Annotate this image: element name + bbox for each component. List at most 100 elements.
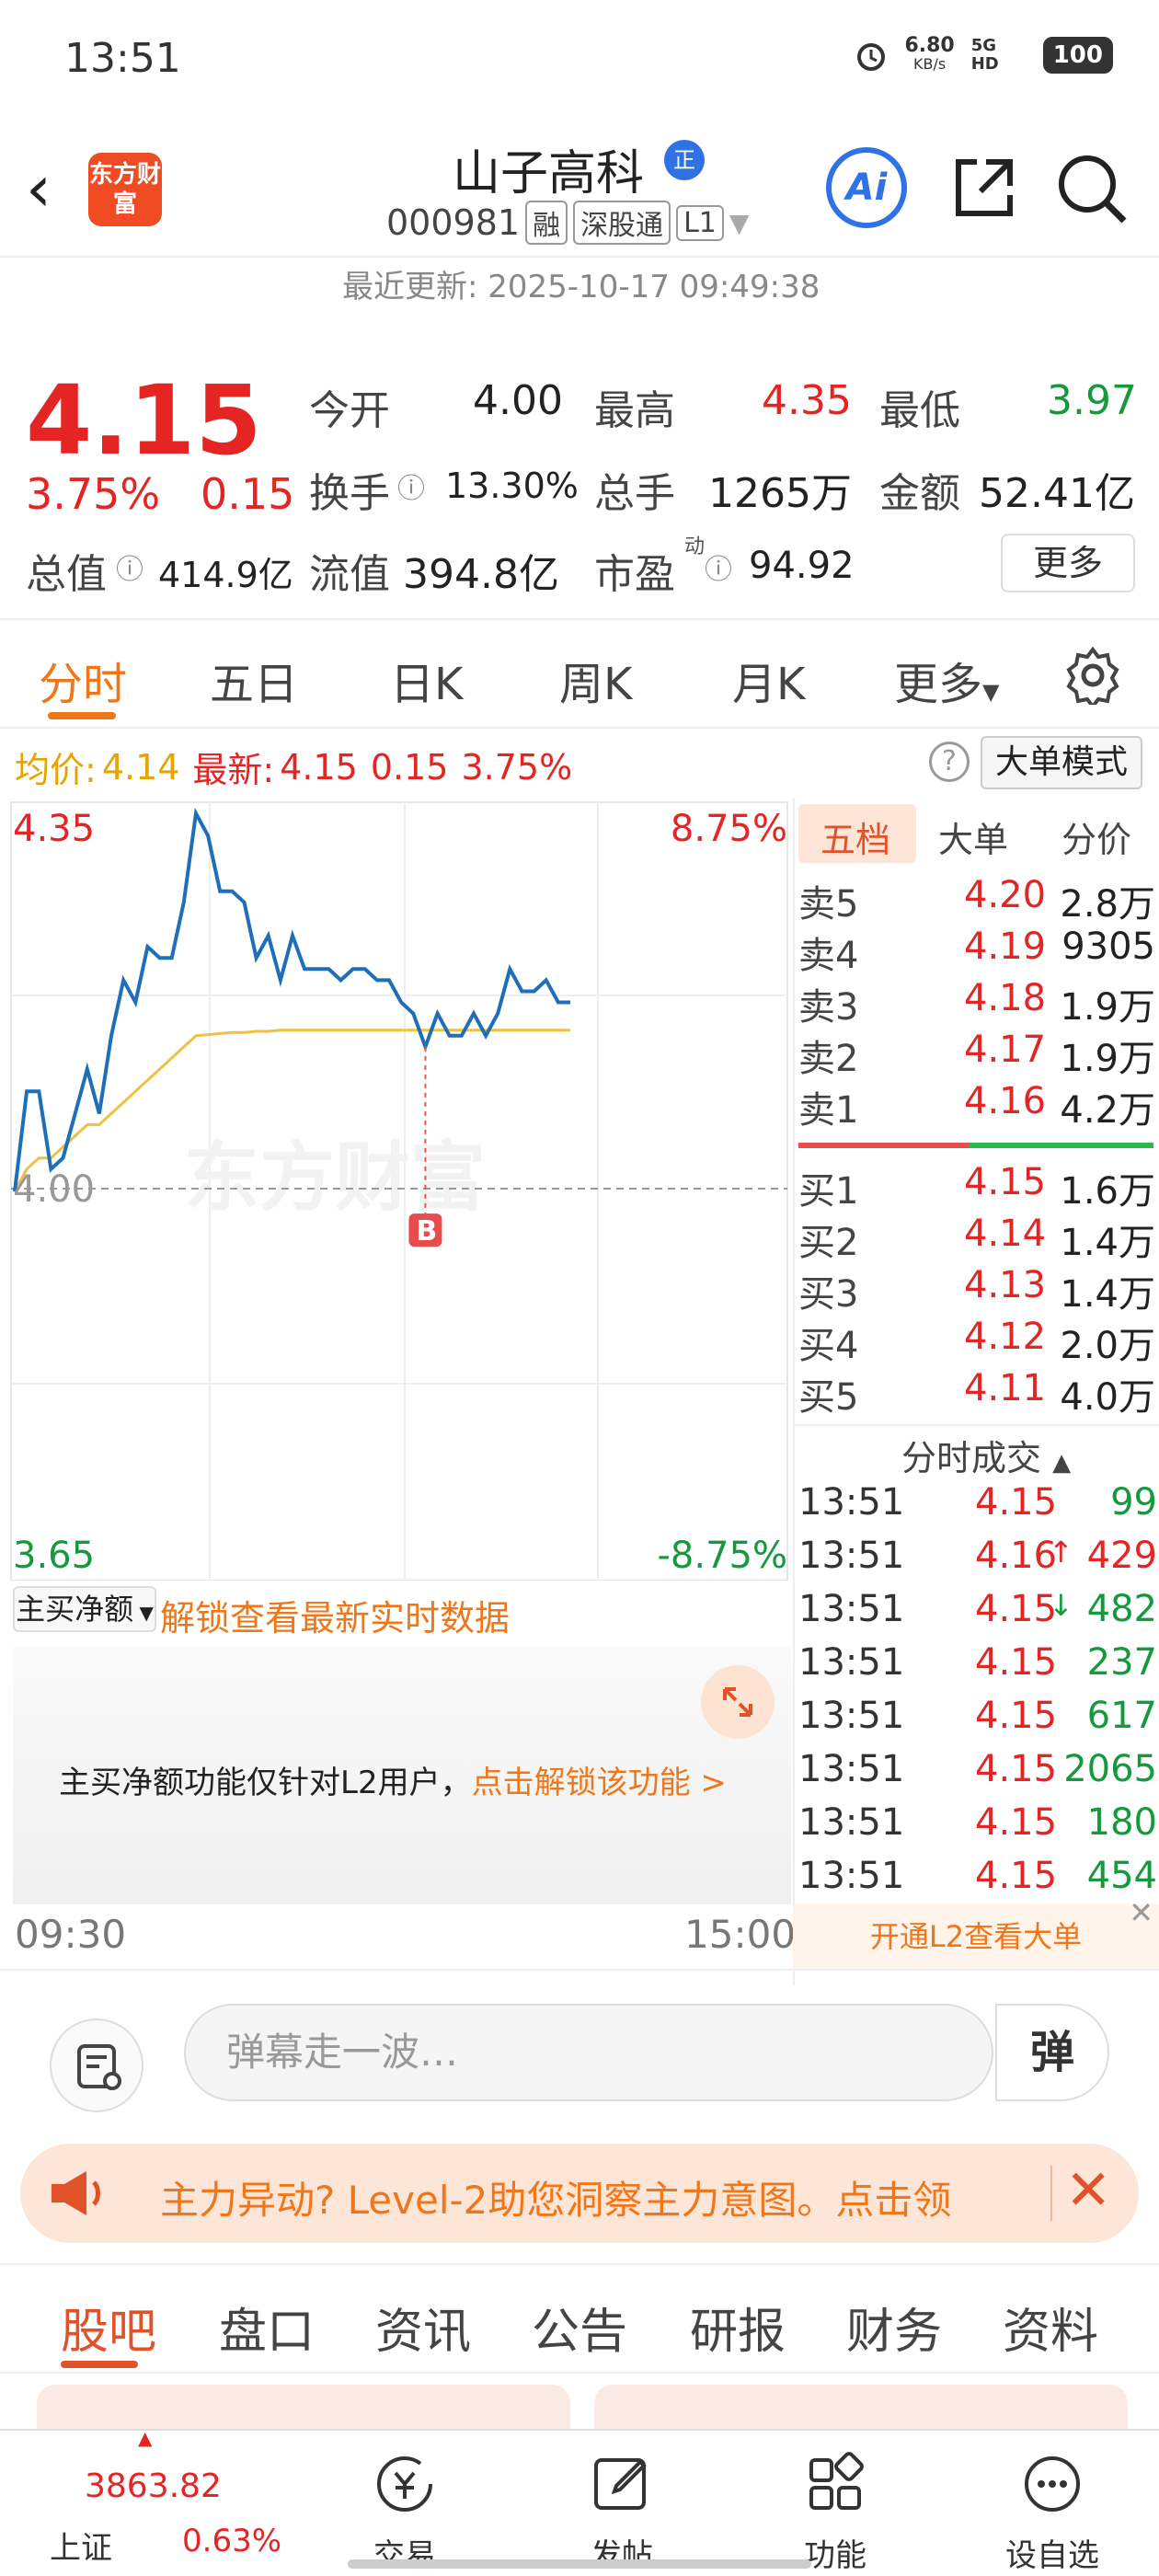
unlock-realtime-link[interactable]: 解锁查看最新实时数据 <box>160 1598 511 1639</box>
level-label: 卖2 <box>798 1038 859 1080</box>
help-icon[interactable]: ? <box>929 742 970 782</box>
latest-change: 0.15 <box>370 746 449 788</box>
tag-margin: 融 <box>525 201 568 245</box>
buy-marker[interactable] <box>408 1213 442 1248</box>
tab-more[interactable]: 更多▼ <box>894 648 999 712</box>
net-buy-selector[interactable]: 主买净额 ▼ <box>13 1586 156 1632</box>
x-start-label: 09:30 <box>15 1912 127 1957</box>
tick-price: 4.15 <box>975 1481 1058 1524</box>
danmaku-settings-icon[interactable] <box>50 2018 143 2112</box>
book-tab-big[interactable]: 大单 <box>938 820 1009 860</box>
index-ticker[interactable]: ▲ 3863.82 上证 0.63% <box>0 2427 281 2576</box>
big-order-mode-button[interactable]: 大单模式 <box>981 736 1142 789</box>
level-label: 买1 <box>798 1170 859 1213</box>
tab-profile[interactable]: 资料 <box>1003 2305 1099 2360</box>
stock-code-row[interactable]: 000981 融 深股通 L1 ▼ <box>386 201 749 245</box>
tab-weekly-k[interactable]: 周K <box>559 659 633 710</box>
tick-volume: 99 <box>1110 1481 1157 1524</box>
tab-five-day[interactable]: 五日 <box>210 659 299 710</box>
tick-time: 13:51 <box>798 1855 905 1897</box>
nav-features[interactable]: 功能 <box>762 2447 909 2575</box>
bottom-nav: ▲ 3863.82 上证 0.63% 交易 发帖 功能 设自选 <box>0 2427 1159 2576</box>
buy-row: 买5 4.11 4.0万 <box>795 1367 1159 1419</box>
tab-daily-k[interactable]: 日K <box>390 659 464 710</box>
trade-icon <box>377 2456 432 2512</box>
tick-time: 13:51 <box>798 1748 905 1790</box>
tab-forum[interactable]: 股吧 <box>61 2305 157 2360</box>
caret-down-icon: ▼ <box>982 679 1000 705</box>
home-indicator <box>348 2559 811 2569</box>
nav-features-label: 功能 <box>804 2537 866 2574</box>
back-icon[interactable]: ‹ <box>26 151 52 226</box>
period-tabs: 分时 五日 日K 周K 月K 更多▼ <box>0 618 1159 729</box>
level-volume: 2.0万 <box>1060 1325 1155 1367</box>
pe-label: 市盈 <box>594 551 675 598</box>
mcap-value: 414.9亿 <box>158 555 293 595</box>
level-label: 卖4 <box>798 935 859 977</box>
tick-time: 13:51 <box>798 1641 905 1684</box>
nav-add-watchlist-label: 设自选 <box>1005 2537 1099 2574</box>
y-max-label: 4.35 <box>13 808 95 850</box>
open-label: 今开 <box>309 387 390 434</box>
expand-icon[interactable] <box>701 1665 775 1739</box>
nav-add-watchlist[interactable]: 设自选 <box>979 2447 1126 2575</box>
danmaku-input[interactable]: 弹幕走一波… <box>184 2004 993 2101</box>
divider <box>1050 2166 1052 2221</box>
info-icon[interactable]: ⓘ <box>705 554 732 586</box>
pct-min-label: -8.75% <box>657 1535 787 1577</box>
nav-trade[interactable]: 交易 <box>331 2447 478 2575</box>
level-volume: 1.4万 <box>1060 1222 1155 1264</box>
tab-intraday[interactable]: 分时 <box>39 659 128 710</box>
stock-code: 000981 <box>386 202 521 243</box>
more-dots-icon <box>1025 2456 1080 2512</box>
open-l2-button[interactable]: 开通L2查看大单 ✕ <box>793 1895 1159 1969</box>
more-quote-button[interactable]: 更多 <box>1001 534 1135 592</box>
tick-time: 13:51 <box>798 1535 905 1577</box>
avg-price-line <box>13 1029 570 1192</box>
caret-down-icon: ▼ <box>133 1602 154 1624</box>
info-icon[interactable]: ⓘ <box>116 554 143 586</box>
amount-label: 金额 <box>879 470 960 517</box>
buy-row: 买4 4.12 2.0万 <box>795 1316 1159 1367</box>
tick-row: 13:51 4.15 180 <box>795 1801 1159 1853</box>
tab-monthly-k[interactable]: 月K <box>732 659 806 710</box>
net-speed: 6.80 <box>904 34 955 57</box>
tick-arrow: ↑ <box>1049 1535 1073 1570</box>
pct-max-label: 8.75% <box>671 808 787 850</box>
book-tab-five[interactable]: 五档 <box>820 820 891 860</box>
dropdown-icon: ▼ <box>729 207 750 238</box>
sell-bar <box>798 1143 970 1148</box>
current-price: 4.15 <box>26 364 262 477</box>
level-price: 4.13 <box>964 1264 1047 1306</box>
buy-row: 买1 4.15 1.6万 <box>795 1161 1159 1213</box>
info-icon[interactable]: ⓘ <box>397 473 425 505</box>
avg-value: 4.14 <box>101 746 180 788</box>
danmaku-toggle-button[interactable]: 弹 <box>995 2004 1109 2101</box>
stock-name: 山子高科 <box>453 146 645 201</box>
share-icon[interactable] <box>949 153 1019 223</box>
ai-button[interactable]: Ai <box>826 147 907 228</box>
intraday-chart[interactable]: 东方财富 B 4.35 4.00 3.65 8.75% -8.75% <box>0 799 793 1581</box>
tab-handicap[interactable]: 盘口 <box>219 2305 316 2360</box>
sell-row: 卖1 4.16 4.2万 <box>795 1080 1159 1132</box>
level2-banner[interactable]: 主力异动? Level-2助您洞察主力意图。点击领 ✕ <box>20 2144 1139 2243</box>
tab-finance[interactable]: 财务 <box>846 2305 943 2360</box>
tab-more-label: 更多 <box>894 659 983 710</box>
ticks-title[interactable]: 分时成交 ▲ <box>901 1430 1071 1480</box>
unlock-feature-link[interactable]: 点击解锁该功能 > <box>471 1765 727 1801</box>
tick-arrow: ↓ <box>1049 1588 1073 1623</box>
open-value: 4.00 <box>473 377 563 424</box>
tab-research[interactable]: 研报 <box>690 2305 786 2360</box>
search-icon[interactable] <box>1056 153 1130 226</box>
close-icon[interactable]: ✕ <box>1065 2158 1112 2223</box>
tab-news[interactable]: 资讯 <box>375 2305 472 2360</box>
nav-post[interactable]: 发帖 <box>548 2447 695 2575</box>
tick-row: 13:51 4.15 99 <box>795 1481 1159 1533</box>
tab-announcements[interactable]: 公告 <box>532 2305 628 2360</box>
tick-volume: 180 <box>1086 1801 1157 1844</box>
close-icon[interactable]: ✕ <box>1129 1895 1153 1930</box>
settings-icon[interactable] <box>1063 646 1122 705</box>
tag-connect: 深股通 <box>573 201 671 245</box>
book-tab-price[interactable]: 分价 <box>1061 820 1132 860</box>
level-label: 卖5 <box>798 883 859 926</box>
